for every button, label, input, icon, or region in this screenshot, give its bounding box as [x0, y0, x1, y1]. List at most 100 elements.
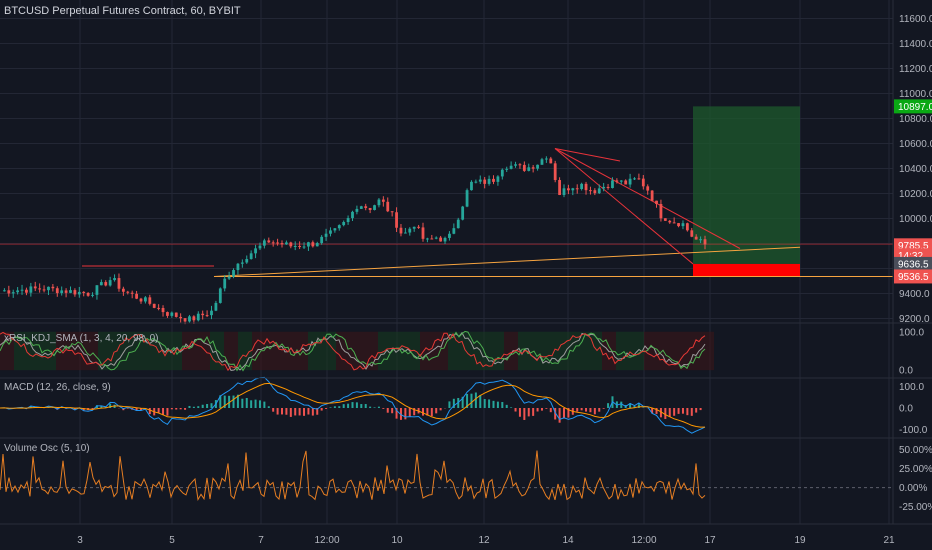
- macd-histogram-bar: [377, 406, 380, 408]
- rsi-background-band: [434, 331, 448, 371]
- macd-histogram-bar: [391, 408, 394, 414]
- macd-histogram-bar: [408, 408, 411, 417]
- candle-body: [567, 188, 570, 191]
- macd-histogram-bar: [382, 408, 385, 409]
- macd-histogram-bar: [673, 408, 676, 416]
- candle-body: [395, 212, 398, 228]
- rsi-background-band: [98, 331, 112, 371]
- rsi-background-band: [658, 331, 672, 371]
- macd-histogram-bar: [413, 408, 416, 416]
- macd-histogram-bar: [263, 401, 266, 408]
- macd-histogram-bar: [258, 400, 261, 408]
- candle-body: [280, 243, 284, 245]
- macd-histogram-bar: [241, 398, 244, 408]
- volume-osc-axis-tick-label: -25.00%: [899, 502, 932, 513]
- macd-histogram-bar: [369, 406, 372, 408]
- macd-histogram-bar: [483, 399, 486, 408]
- macd-histogram-bar: [510, 407, 513, 408]
- macd-histogram-bar: [549, 408, 552, 413]
- candle-body: [531, 167, 535, 169]
- macd-histogram-bar: [589, 408, 592, 413]
- macd-histogram-bar: [29, 406, 32, 408]
- candle-body: [509, 165, 513, 169]
- volume-osc-axis-tick-label: 50.00%: [899, 445, 932, 456]
- time-axis-tick-label: 12:00: [314, 535, 339, 546]
- macd-histogram-bar: [197, 406, 200, 408]
- candle-body: [267, 240, 271, 243]
- rsi-background-band: [238, 331, 252, 371]
- time-axis-tick-label: 14: [562, 535, 574, 546]
- rsi-background-band: [224, 331, 238, 371]
- candle-body: [456, 219, 460, 229]
- rsi-background-band: [504, 331, 518, 371]
- macd-axis-tick-label: 0.0: [899, 404, 913, 415]
- macd-histogram-bar: [677, 408, 680, 414]
- rsi-background-band: [126, 331, 140, 371]
- candle-body: [16, 290, 20, 293]
- macd-histogram-bar: [294, 408, 297, 416]
- time-axis-tick-label: 5: [169, 535, 175, 546]
- candle-body: [258, 245, 262, 249]
- macd-histogram-bar: [554, 408, 557, 420]
- candle-body: [307, 242, 310, 247]
- macd-histogram-bar: [501, 402, 504, 408]
- drawing-tools[interactable]: [0, 106, 893, 277]
- candle-body: [249, 253, 253, 260]
- volume-osc-pane-title: Volume Osc (5, 10): [4, 443, 90, 454]
- candle-body: [324, 233, 328, 237]
- macd-histogram-bar: [466, 393, 469, 408]
- candle-body: [544, 158, 548, 160]
- macd-histogram-bar: [201, 404, 204, 408]
- price-axis-tick-label: 10800.0: [899, 114, 932, 125]
- candle-body: [232, 270, 235, 277]
- macd-histogram-bar: [496, 401, 499, 408]
- macd-histogram-bar: [162, 408, 165, 416]
- candle-body: [174, 312, 178, 317]
- macd-histogram-bar: [633, 405, 636, 408]
- candle-body: [426, 238, 429, 240]
- macd-histogram-bar: [386, 408, 389, 413]
- time-axis-tick-label: 7: [258, 535, 264, 546]
- price-axis-tick-label: 10600.0: [899, 139, 932, 150]
- volume-osc-axis-tick-label: 0.00%: [899, 483, 927, 494]
- chart-title: BTCUSD Perpetual Futures Contract, 60, B…: [4, 5, 241, 17]
- candle-body: [650, 190, 654, 201]
- macd-histogram-bar: [695, 408, 698, 413]
- rsi-background-band: [252, 331, 266, 371]
- macd-histogram-bar: [607, 403, 610, 408]
- candle-body: [29, 286, 33, 293]
- macd-histogram-bar: [148, 408, 151, 415]
- candle-body: [527, 167, 531, 171]
- candle-body: [55, 288, 59, 294]
- candle-body: [606, 186, 610, 188]
- candle-body: [492, 178, 495, 182]
- macd-histogram-bar: [245, 397, 248, 408]
- macd-histogram-bar: [629, 403, 632, 408]
- candle-body: [148, 297, 152, 304]
- candle-body: [390, 211, 394, 213]
- candle-body: [205, 315, 209, 317]
- macd-histogram-bar: [373, 407, 376, 408]
- macd-histogram-bar: [593, 408, 596, 415]
- candle-body: [681, 223, 685, 227]
- macd-histogram-bar: [492, 400, 495, 408]
- rsi-background-band: [392, 331, 406, 371]
- candle-body: [276, 242, 279, 244]
- signal-line: [0, 382, 705, 428]
- d-line: [0, 331, 706, 372]
- candle-body: [351, 211, 354, 219]
- rsi-background-band: [294, 331, 308, 371]
- candle-body: [663, 218, 667, 221]
- macd-histogram-bar: [100, 405, 103, 408]
- candle-body: [166, 312, 169, 316]
- time-axis-tick-label: 10: [391, 535, 403, 546]
- candle-body: [694, 236, 698, 240]
- candle-body: [113, 278, 116, 281]
- candle-body: [99, 282, 103, 286]
- macd-histogram-bar: [598, 408, 601, 412]
- macd-histogram-bar: [347, 403, 350, 408]
- rsi-background-band: [700, 331, 714, 371]
- macd-histogram-bar: [576, 408, 579, 412]
